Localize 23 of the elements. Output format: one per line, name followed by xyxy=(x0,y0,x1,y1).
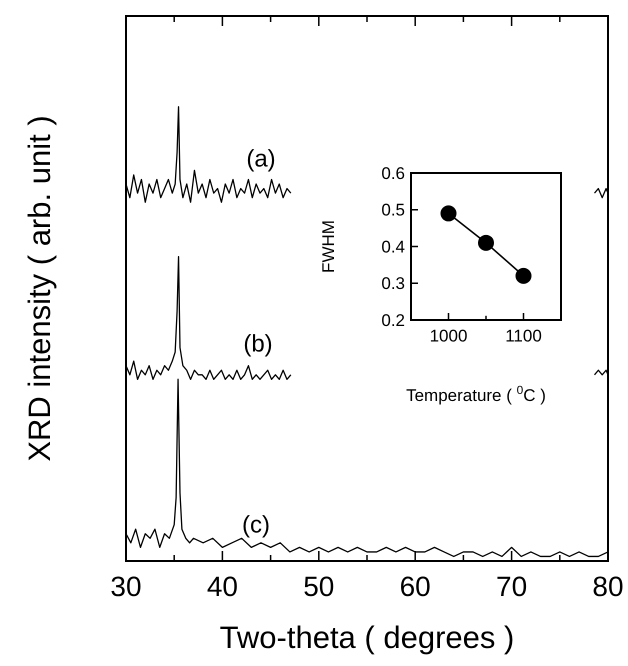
point xyxy=(478,234,494,251)
annotation: (a) xyxy=(246,145,276,172)
x-tick-label: 80 xyxy=(592,571,624,602)
x-tick-label: 30 xyxy=(110,571,142,602)
x-tick-label: 70 xyxy=(496,571,528,602)
x-axis-title: Temperature ( $^{0}$C ) xyxy=(406,383,546,405)
x-tick-label: 1000 xyxy=(430,326,468,346)
y-tick-label: 0.5 xyxy=(381,200,405,220)
y-tick-label: 0.2 xyxy=(381,310,405,330)
y-axis-title: FWHM xyxy=(319,220,338,273)
y-tick-label: 0.6 xyxy=(381,164,405,183)
y-axis-title: XRD intensity ( arb. unit ) xyxy=(22,115,57,462)
annotation: (c) xyxy=(242,511,270,538)
point xyxy=(516,268,532,284)
y-tick-label: 0.3 xyxy=(381,274,405,294)
point xyxy=(440,205,456,222)
x-tick-label: 40 xyxy=(206,571,238,602)
y-tick-label: 0.4 xyxy=(381,237,405,256)
annotation: (b) xyxy=(243,330,273,358)
x-tick-label: 1100 xyxy=(505,326,542,346)
x-tick-label: 60 xyxy=(400,571,431,602)
x-tick-label: 50 xyxy=(303,571,334,602)
x-axis-title: Two-theta ( degrees ) xyxy=(220,620,514,655)
